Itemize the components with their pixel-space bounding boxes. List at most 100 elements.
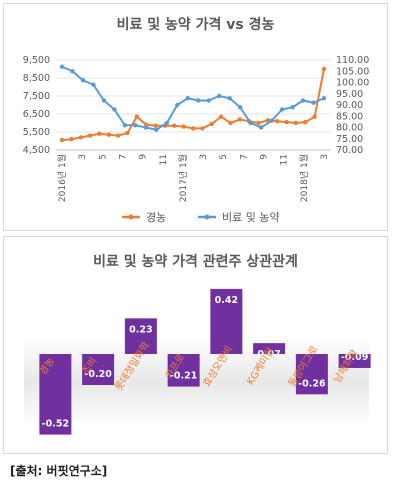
gyeongnong-point	[275, 119, 280, 124]
fertilizer-point	[175, 102, 180, 108]
fertilizer-point	[279, 107, 285, 112]
fertilizer-point	[258, 125, 264, 130]
gyeongnong-point	[303, 119, 308, 125]
legend-marker	[128, 214, 134, 220]
source-note: [출처: 버핏연구소]	[10, 464, 108, 478]
correlation-bar	[295, 354, 328, 395]
bar-value-label: -0.26	[298, 378, 326, 389]
x-axis-tick-label: 9	[260, 154, 270, 160]
gyeongnong-point	[87, 133, 93, 138]
fertilizer-point	[101, 98, 107, 103]
bar-chart-panel: 비료 및 농약 가격 관련주 상관관계 -0.52 경농 -0.20 조비 0.23 롯데…	[3, 236, 388, 454]
fertilizer-point	[80, 78, 86, 83]
x-axis-tick-label: 5	[98, 154, 108, 160]
bar-value-label: -0.52	[42, 419, 69, 430]
x-axis-tick-label: 3	[199, 154, 209, 160]
legend-marker	[204, 214, 210, 220]
fertilizer-point	[300, 98, 306, 103]
right-axis-tick-label: 80.00	[336, 123, 363, 134]
gyeongnong-point	[172, 123, 177, 128]
x-axis-tick-label: 2016년 1월	[56, 154, 68, 202]
correlation-bar	[82, 354, 115, 385]
fertilizer-point	[164, 120, 169, 126]
bar-value-label: -0.20	[84, 369, 112, 380]
line-chart-title: 비료 및 농약 가격 vs 경농	[116, 17, 275, 33]
x-axis-tick-label: 3	[78, 154, 88, 160]
x-axis-tick-label: 2018년 1월	[298, 154, 310, 202]
gyeongnong-point	[312, 114, 317, 119]
right-axis-tick-label: 100.00	[336, 78, 369, 89]
correlation-bar	[210, 288, 243, 354]
legend-label: 경농	[146, 211, 166, 224]
correlation-bar	[253, 343, 286, 354]
correlation-bar	[124, 318, 157, 354]
gyeongnong-point	[69, 137, 74, 142]
x-axis-tick-label: 11	[280, 154, 290, 165]
gyeongnong-point	[78, 135, 83, 140]
x-axis-tick-label: 2017년 1월	[177, 154, 189, 202]
correlation-bar	[338, 354, 371, 368]
bar-chart-title: 비료 및 농약 가격 관련주 상관관계	[93, 254, 298, 270]
x-axis-tick-label: 11	[159, 154, 169, 165]
correlation-bar	[39, 354, 72, 435]
correlation-bar	[167, 354, 200, 387]
bar-value-label: 0.23	[129, 324, 152, 335]
gyeongnong-point	[321, 66, 327, 72]
fertilizer-point	[91, 82, 96, 87]
fertilizer-point	[290, 105, 295, 110]
fertilizer-point	[217, 93, 222, 99]
gyeongnong-point	[97, 131, 102, 136]
line-chart-svg: 4,500 5,500 6,500 7,500 8,500 9,500 70.0075.00…	[23, 55, 369, 224]
fertilizer-point	[227, 96, 232, 101]
gyeongnong-point	[284, 119, 289, 125]
fertilizer-point	[311, 100, 316, 105]
fertilizer-point	[154, 127, 159, 132]
fertilizer-point	[112, 107, 117, 112]
left-axis-tick-label: 7,500	[23, 91, 50, 102]
bar-value-label: -0.21	[170, 371, 197, 382]
fertilizer-point	[70, 69, 75, 74]
gyeongnong-point	[115, 133, 121, 138]
gyeongnong-point	[153, 123, 158, 128]
bar-value-label: -0.09	[341, 352, 368, 363]
left-axis-tick-label: 8,500	[23, 73, 50, 84]
gyeongnong-point	[190, 126, 196, 131]
gyeongnong-point	[228, 120, 233, 126]
fertilizer-point	[321, 96, 327, 101]
right-axis-tick-label: 105.00	[336, 66, 369, 77]
right-axis-tick-label: 75.00	[336, 134, 363, 145]
fertilizer-point	[59, 64, 65, 69]
gyeongnong-point	[106, 132, 111, 137]
left-axis-tick-label: 4,500	[23, 145, 50, 156]
right-axis-tick-label: 95.00	[336, 89, 363, 100]
bar-value-label: 0.42	[215, 295, 238, 306]
gyeongnong-point	[209, 121, 214, 127]
left-axis-tick-label: 5,500	[23, 127, 50, 138]
line-chart-panel: 비료 및 농약 가격 vs 경농 4,500 5,500 6,500 7,500 8,5…	[3, 3, 388, 231]
left-axis-tick-label: 9,500	[23, 55, 50, 66]
gyeongnong-point	[200, 126, 205, 131]
gyeongnong-point	[218, 114, 224, 119]
fertilizer-point	[196, 98, 201, 103]
fertilizer-point	[237, 105, 243, 110]
fertilizer-point	[143, 125, 149, 130]
x-axis-tick-label: 7	[118, 154, 128, 160]
x-axis-tick-label: 7	[239, 154, 249, 160]
x-axis-tick-label: 5	[219, 154, 229, 160]
right-axis-tick-label: 90.00	[336, 100, 363, 111]
gyeongnong-point	[293, 120, 299, 126]
gyeongnong-point	[181, 124, 186, 129]
gyeongnong-point	[134, 114, 140, 119]
x-axis-tick-label: 3	[320, 154, 330, 160]
fertilizer-point	[122, 123, 128, 128]
left-axis-tick-label: 6,500	[23, 109, 50, 120]
gyeongnong-point	[256, 120, 261, 126]
fertilizer-point	[248, 120, 253, 126]
right-axis-tick-label: 85.00	[336, 111, 363, 122]
bar-value-label: 0.07	[257, 349, 280, 360]
fertilizer-point	[185, 96, 190, 101]
fertilizer-point	[206, 98, 211, 103]
fertilizer-point	[133, 123, 138, 128]
fertilizer-point	[269, 118, 274, 123]
